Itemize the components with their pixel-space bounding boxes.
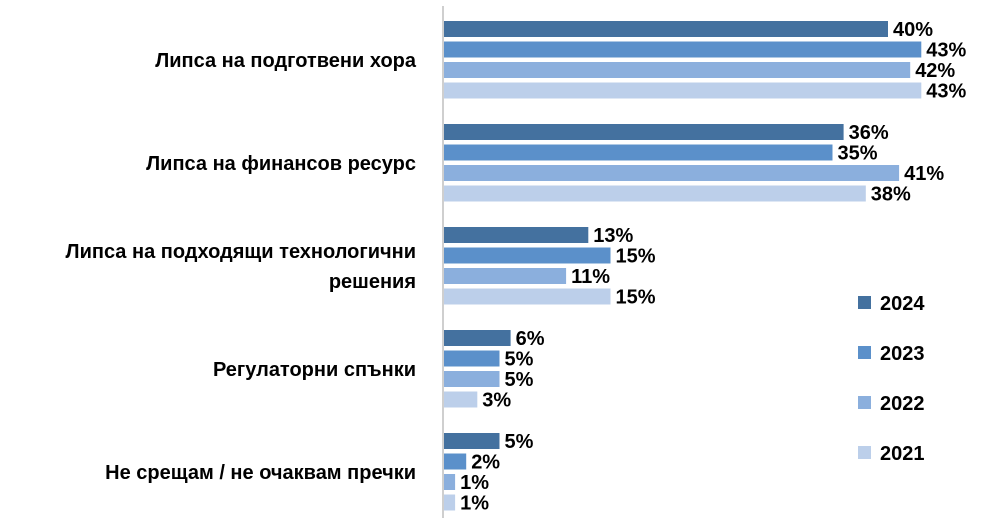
legend-label: 2022 (880, 393, 925, 415)
value-label: 5% (505, 369, 534, 391)
bars (444, 21, 922, 511)
bar-2022 (444, 474, 456, 490)
value-label: 15% (616, 287, 656, 309)
category-labels: Липса на подготвени хора Липса на финансо… (66, 50, 417, 484)
bar-2023 (444, 144, 833, 161)
legend-label: 2023 (880, 343, 925, 365)
category-label: Липса на подходящи технологични решения (66, 241, 416, 293)
bar-2024 (444, 433, 500, 449)
bar-2024 (444, 227, 589, 243)
category-label: Регулаторни спънки (213, 359, 416, 381)
bar-2023 (444, 41, 922, 58)
bar-2024 (444, 124, 844, 140)
bar-2022 (444, 268, 567, 284)
category-label-line: Липса на подходящи технологични (66, 241, 416, 263)
value-label: 43% (926, 81, 966, 103)
bar-2024 (444, 330, 511, 346)
value-label: 5% (505, 349, 534, 371)
bar-2022 (444, 371, 500, 387)
bar-2023 (444, 247, 611, 264)
value-label: 36% (849, 122, 889, 144)
legend-swatch-2022 (858, 396, 871, 409)
bar-2023 (444, 350, 500, 367)
value-label: 5% (505, 431, 534, 453)
category-label-line: Регулаторни спънки (213, 359, 416, 381)
value-label: 13% (593, 225, 633, 247)
bar-2021 (444, 494, 456, 511)
legend: 2024 2023 2022 2021 (858, 293, 925, 465)
value-label: 41% (904, 163, 944, 185)
value-label: 2% (471, 452, 500, 474)
bar-2022 (444, 62, 911, 78)
category-label-line: Липса на подготвени хора (155, 50, 417, 72)
bar-2023 (444, 453, 467, 470)
legend-swatch-2021 (858, 446, 871, 459)
category-label-line: Липса на финансов ресурс (146, 153, 416, 175)
legend-swatch-2023 (858, 346, 871, 359)
value-label: 11% (571, 266, 610, 288)
category-label: Липса на финансов ресурс (146, 153, 416, 175)
legend-label: 2024 (880, 293, 925, 315)
bar-2021 (444, 185, 866, 202)
bar-2021 (444, 391, 478, 408)
value-label: 35% (838, 143, 878, 165)
value-label: 15% (616, 246, 656, 268)
value-label: 40% (893, 19, 933, 41)
category-label: Не срещам / не очаквам пречки (105, 462, 416, 484)
legend-label: 2021 (880, 443, 925, 465)
value-label: 1% (460, 493, 489, 515)
value-label: 6% (516, 328, 545, 350)
bar-2024 (444, 21, 888, 37)
category-label-line: решения (329, 271, 416, 293)
bar-2021 (444, 82, 922, 99)
category-label: Липса на подготвени хора (155, 50, 417, 72)
value-label: 3% (482, 390, 511, 412)
legend-swatch-2024 (858, 296, 871, 309)
value-label: 42% (915, 60, 955, 82)
value-label: 1% (460, 472, 489, 494)
value-label: 38% (871, 184, 911, 206)
bar-2022 (444, 165, 900, 181)
category-label-line: Не срещам / не очаквам пречки (105, 462, 416, 484)
value-labels: 40%43%42%43%36%35%41%38%13%15%11%15%6%5%… (460, 19, 966, 515)
bar-2021 (444, 288, 611, 305)
value-label: 43% (926, 40, 966, 62)
